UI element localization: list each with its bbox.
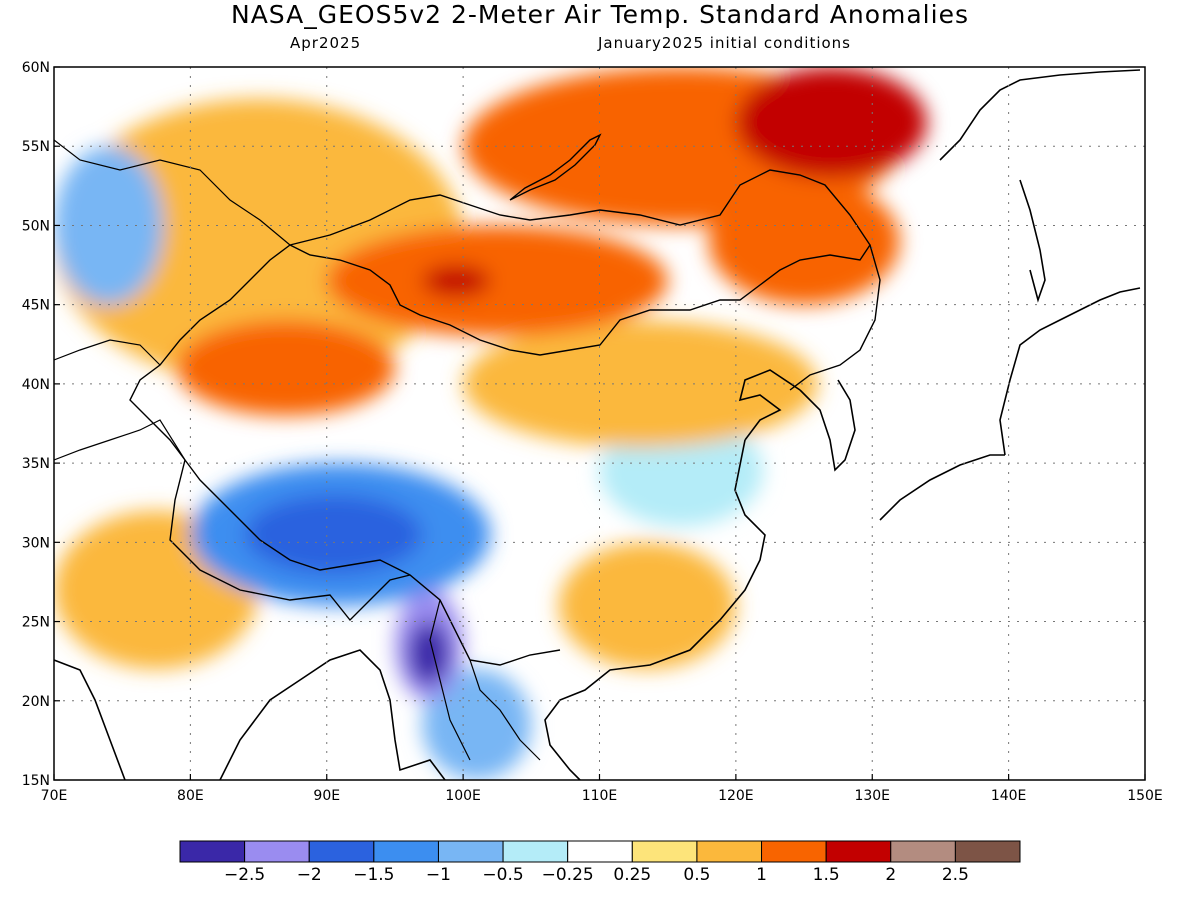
bay-of-bengal-coastline xyxy=(219,649,446,780)
baikal-lake xyxy=(509,133,602,201)
japan-coastline xyxy=(999,287,1141,456)
colorbar-swatch xyxy=(696,840,763,863)
okhotsk-coastline xyxy=(939,69,1141,161)
sakhalin-coastline xyxy=(1019,179,1046,303)
japan-south-coastline xyxy=(879,454,1005,521)
anomaly-region-northeast-china-warm xyxy=(708,177,900,305)
lon-tick-label: 140E xyxy=(991,788,1027,804)
coastlines-and-borders xyxy=(54,69,1141,780)
initial-conditions-label: January2025 initial conditions xyxy=(598,34,851,52)
lat-tick-label: 55N xyxy=(22,139,50,155)
lat-tick-label: 35N xyxy=(22,456,50,472)
colorbar-label: 1 xyxy=(756,865,767,885)
himalaya-border xyxy=(169,459,411,622)
anomaly-region-northwest-china-warm xyxy=(176,320,395,416)
korea-coastline xyxy=(799,379,856,472)
lat-tick-label: 25N xyxy=(22,615,50,631)
anomaly-region-south-china-warm xyxy=(558,542,736,670)
mongolia-border xyxy=(289,169,871,356)
colorbar-label: −0.5 xyxy=(482,865,523,885)
colorbar-label: 2 xyxy=(885,865,896,885)
forecast-month: Apr2025 xyxy=(290,34,362,52)
figure-title: NASA_GEOS5v2 2-Meter Air Temp. Standard … xyxy=(231,0,969,29)
lat-tick-label: 15N xyxy=(22,773,50,789)
colorbar-swatch xyxy=(890,840,956,863)
colorbar-label: −1.5 xyxy=(353,865,394,885)
lat-tick-label: 60N xyxy=(22,60,50,76)
colorbar: −2.5 −2 −1.5 −1 −0.5 −0.25 0.25 0.5 1 1.5 2 2.5 xyxy=(179,840,1021,885)
anomaly-region-tibet-core xyxy=(244,494,423,575)
colorbar-swatch xyxy=(761,840,827,863)
anomaly-region-mongolia-warm xyxy=(326,225,668,337)
colorbar-swatch xyxy=(373,840,439,863)
colorbar-swatch xyxy=(179,840,246,863)
colorbar-swatch xyxy=(825,840,892,863)
colorbar-label: −0.25 xyxy=(542,865,594,885)
colorbar-swatch xyxy=(502,840,569,863)
lon-tick-label: 80E xyxy=(177,788,204,804)
anomaly-region-far-east-strong-warm xyxy=(735,67,927,178)
lon-tick-label: 100E xyxy=(445,788,481,804)
colorbar-swatch xyxy=(631,840,698,863)
colorbar-swatch xyxy=(308,840,375,863)
colorbar-label: −2 xyxy=(297,865,322,885)
lat-tick-label: 45N xyxy=(22,298,50,314)
graticule xyxy=(54,67,1145,780)
colorbar-label: −1 xyxy=(426,865,451,885)
amur-border xyxy=(789,244,881,391)
lat-tick-label: 30N xyxy=(22,535,50,551)
china-west-border xyxy=(129,244,561,666)
colorbar-swatch xyxy=(567,840,633,863)
lon-tick-label: 150E xyxy=(1127,788,1163,804)
lat-tick-label: 50N xyxy=(22,218,50,234)
anomaly-region-myanmar-core xyxy=(408,621,450,685)
colorbar-swatch xyxy=(437,840,504,863)
lon-tick-label: 130E xyxy=(854,788,890,804)
colorbar-label: −2.5 xyxy=(224,865,265,885)
anomaly-field xyxy=(54,67,1145,780)
colorbar-label: 2.5 xyxy=(942,865,969,885)
china-coastline xyxy=(544,439,766,780)
india-coastline xyxy=(54,659,126,780)
bohai-coastline xyxy=(738,369,801,441)
indochina-borders xyxy=(429,599,541,761)
axis-ticks: 70E 80E 90E 100E 110E 120E 130E 140E 150E 15N 20N 2… xyxy=(22,60,1163,804)
lat-tick-label: 40N xyxy=(22,377,50,393)
colorbar-swatch xyxy=(954,840,1021,863)
anomaly-region-mongolia-core xyxy=(422,265,491,297)
lat-tick-label: 20N xyxy=(22,694,50,710)
colorbar-label: 1.5 xyxy=(813,865,840,885)
colorbar-label: 0.25 xyxy=(613,865,651,885)
colorbar-swatch xyxy=(244,840,310,863)
lon-tick-label: 120E xyxy=(718,788,754,804)
central-asia-borders xyxy=(54,139,291,461)
colorbar-label: 0.5 xyxy=(683,865,710,885)
lon-tick-label: 90E xyxy=(313,788,340,804)
lon-tick-label: 70E xyxy=(41,788,68,804)
anomaly-region-indochina-cool xyxy=(422,669,532,780)
lon-tick-label: 110E xyxy=(582,788,618,804)
